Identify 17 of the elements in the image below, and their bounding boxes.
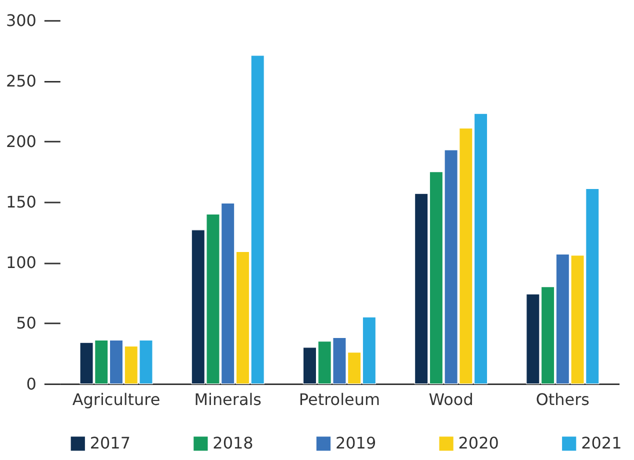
y-tick-label: 250 — [6, 71, 36, 90]
x-tick-label: Wood — [428, 390, 474, 410]
legend-label: 2020 — [458, 434, 499, 453]
x-tick-label: Minerals — [194, 390, 262, 410]
legend-label: 2017 — [90, 434, 130, 453]
y-tick-label: 150 — [6, 192, 36, 212]
y-tick-label: 100 — [6, 253, 36, 272]
legend-label: 2019 — [335, 434, 376, 453]
y-tick-label: 0 — [26, 374, 36, 394]
x-tick-label: Others — [536, 390, 590, 410]
y-tick-label: 200 — [6, 132, 36, 151]
x-tick-label: Petroleum — [298, 390, 380, 410]
x-tick-label: Agriculture — [72, 390, 160, 410]
y-tick-label: 300 — [6, 10, 36, 30]
legend-label: 2018 — [212, 434, 254, 453]
legend-label: 2021 — [581, 434, 622, 453]
y-tick-label: 50 — [16, 314, 36, 333]
